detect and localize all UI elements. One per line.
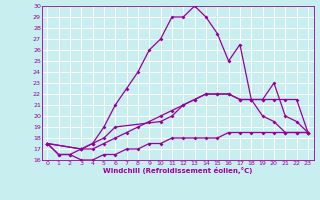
X-axis label: Windchill (Refroidissement éolien,°C): Windchill (Refroidissement éolien,°C) bbox=[103, 167, 252, 174]
